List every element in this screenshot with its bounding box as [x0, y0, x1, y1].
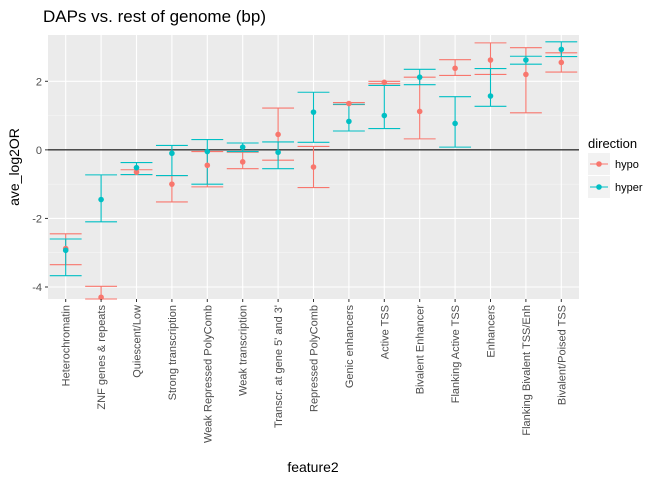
- data-points: [62, 46, 565, 301]
- point-hypo: [487, 57, 494, 63]
- y-tick-label: -2: [32, 213, 42, 225]
- point-hyper: [346, 118, 352, 125]
- x-tick-label: Weak transcription: [238, 305, 250, 396]
- x-tick-labels: Heterochromatin ZNF genes & repeats Quiesc…: [61, 299, 568, 443]
- legend-key-point: [596, 184, 602, 190]
- point-hypo: [416, 108, 423, 115]
- point-hypo: [133, 169, 140, 175]
- point-hypo: [239, 159, 246, 165]
- errorbar-hyper: [297, 91, 330, 143]
- x-tick-label: ZNF genes & repeats: [96, 305, 108, 410]
- x-tick-label: Active TSS: [379, 305, 391, 359]
- x-tick-label: Quiescent/Low: [132, 305, 144, 378]
- y-tick-labels: -4 -2 0 2: [32, 76, 48, 294]
- x-tick-label: Strong transcription: [167, 305, 179, 400]
- point-hyper: [204, 148, 211, 155]
- point-hyper: [133, 164, 140, 171]
- point-hypo: [523, 71, 529, 78]
- legend-key-hyper: [588, 176, 610, 198]
- legend-title: direction: [588, 136, 637, 151]
- y-tick-label: -4: [32, 282, 42, 294]
- point-hyper: [239, 144, 246, 150]
- point-hyper: [452, 120, 458, 127]
- point-hyper: [523, 57, 529, 63]
- point-hyper: [62, 247, 69, 254]
- legend-key-point: [596, 161, 602, 167]
- x-tick-label: Transcr. at gene 5' and 3': [273, 305, 285, 428]
- errorbar-hyper: [155, 144, 188, 177]
- point-hypo: [310, 164, 317, 170]
- point-hyper: [310, 109, 317, 115]
- x-tick-label: Genic enhancers: [344, 305, 356, 389]
- point-hyper: [98, 196, 104, 203]
- errorbar-hyper: [368, 84, 401, 130]
- x-tick-label: Enhancers: [486, 305, 498, 358]
- errorbar-hyper: [191, 139, 224, 185]
- x-tick-label: Flanking Bivalent TSS/Enh: [521, 305, 533, 436]
- point-hyper: [275, 149, 281, 156]
- legend-label-hypo: hypo: [615, 159, 639, 171]
- point-hyper: [487, 93, 494, 99]
- errorbar-hyper: [262, 141, 295, 170]
- point-hypo: [452, 65, 458, 72]
- point-hyper: [416, 74, 423, 80]
- x-tick-label: Bivalent Enhancer: [415, 305, 427, 395]
- errorbar-hyper: [474, 68, 507, 107]
- x-axis-title: feature2: [287, 459, 339, 475]
- point-hypo: [381, 79, 388, 86]
- legend-key-hypo: [588, 153, 610, 175]
- errorbar-hyper: [49, 238, 82, 277]
- legend: direction hypo hyper: [588, 136, 643, 198]
- point-hyper: [381, 112, 388, 119]
- point-hypo: [558, 59, 565, 66]
- point-hyper: [169, 150, 175, 157]
- legend-label-hyper: hyper: [615, 182, 643, 194]
- x-tick-label: Flanking Active TSS: [450, 305, 462, 403]
- point-hyper: [558, 46, 565, 53]
- y-tick-label: 2: [36, 76, 42, 88]
- point-hypo: [346, 100, 352, 107]
- x-tick-label: Repressed PolyComb: [309, 305, 321, 412]
- point-hypo: [204, 162, 211, 169]
- y-axis-title: ave_log2OR: [6, 128, 22, 206]
- point-hypo: [275, 131, 281, 138]
- chart-title: DAPs vs. rest of genome (bp): [43, 7, 266, 26]
- x-tick-label: Heterochromatin: [61, 305, 73, 386]
- x-tick-label: Weak Repressed PolyComb: [202, 305, 214, 443]
- x-tick-label: Bivalent/Poised TSS: [556, 305, 568, 405]
- y-tick-label: 0: [36, 145, 42, 157]
- point-hypo: [98, 294, 104, 301]
- point-hypo: [169, 181, 175, 187]
